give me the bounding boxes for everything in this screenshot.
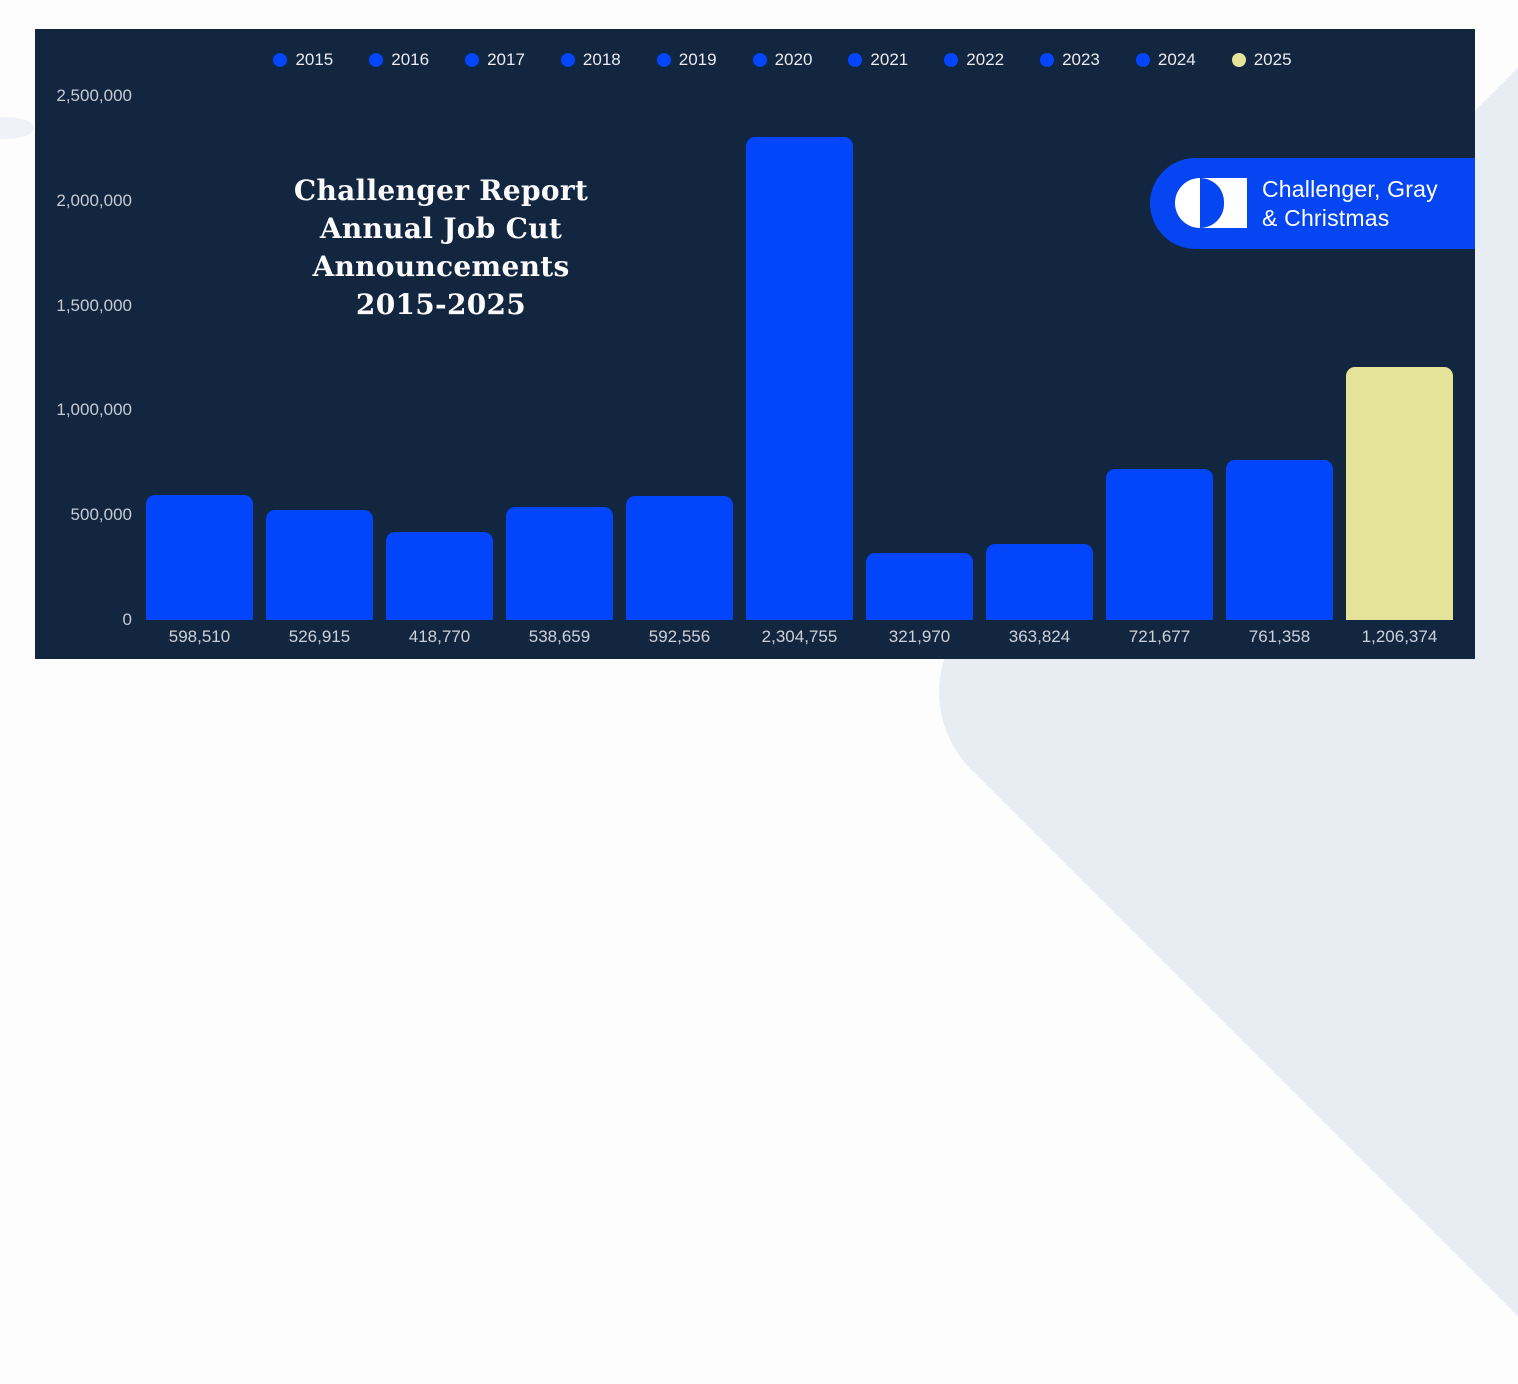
legend-dot-icon xyxy=(752,53,767,67)
legend-label: 2016 xyxy=(391,50,430,69)
legend-item-2025[interactable]: 2025 xyxy=(1231,50,1292,70)
legend-dot-icon xyxy=(560,53,575,67)
legend-label: 2024 xyxy=(1157,50,1196,69)
y-tick-label: 0 xyxy=(122,610,132,629)
chart-title-line: Annual Job Cut xyxy=(319,212,563,245)
bar-2018[interactable] xyxy=(506,507,613,620)
legend-item-2016[interactable]: 2016 xyxy=(369,50,429,70)
bar-2016[interactable] xyxy=(266,510,373,620)
y-tick-label: 2,000,000 xyxy=(56,190,132,210)
legend-item-2023[interactable]: 2023 xyxy=(1040,50,1100,70)
legend-dot-icon xyxy=(1040,53,1055,67)
legend-dot-icon xyxy=(369,53,384,67)
legend-dot-icon xyxy=(273,53,288,67)
chart-title-line: 2015-2025 xyxy=(355,288,527,321)
bar-2023[interactable] xyxy=(1106,469,1213,620)
legend-item-2018[interactable]: 2018 xyxy=(560,50,621,70)
legend-label: 2019 xyxy=(678,50,717,69)
chart-legend: 2015 2016 2017 2018 2019 2020 2021 2022 2023 2024… xyxy=(35,50,1475,70)
bar-2019[interactable] xyxy=(626,496,733,620)
legend-dot-icon xyxy=(848,53,863,67)
bar-value-label-2019: 592,556 xyxy=(648,627,711,646)
bar-value-label-2023: 721,677 xyxy=(1128,627,1191,646)
legend-dot-icon xyxy=(465,53,480,67)
bar-value-label-2021: 321,970 xyxy=(888,627,951,646)
y-tick-label: 1,000,000 xyxy=(56,400,132,420)
legend-item-2021[interactable]: 2021 xyxy=(848,50,908,70)
chart-title-line: Challenger Report xyxy=(293,174,589,207)
logo-mark-icon xyxy=(1175,178,1247,228)
background-decor-patch xyxy=(0,117,34,139)
legend-label: 2025 xyxy=(1253,50,1292,69)
legend-label: 2020 xyxy=(774,50,813,69)
logo-halfdisc-shape xyxy=(1175,178,1200,228)
bar-2020[interactable] xyxy=(746,137,853,620)
legend-label: 2022 xyxy=(966,50,1005,69)
bar-value-label-2017: 418,770 xyxy=(408,627,471,646)
legend-dot-icon xyxy=(944,53,959,67)
bar-value-label-2024: 761,358 xyxy=(1248,627,1311,646)
legend-label: 2015 xyxy=(295,50,334,69)
logo-bluedisc-shape xyxy=(1200,178,1224,228)
legend-label: 2021 xyxy=(870,50,909,69)
legend-label: 2017 xyxy=(487,50,525,69)
logo-text: Challenger, Gray & Christmas xyxy=(1262,175,1438,233)
bar-value-label-2020: 2,304,755 xyxy=(761,627,838,646)
legend-dot-icon xyxy=(1135,53,1150,67)
bar-value-label-2016: 526,915 xyxy=(288,627,351,646)
bar-2017[interactable] xyxy=(386,532,493,620)
bar-value-label-2018: 538,659 xyxy=(528,627,591,646)
y-tick-label: 1,500,000 xyxy=(56,295,132,315)
bar-2025[interactable] xyxy=(1346,367,1453,620)
logo-square-shape xyxy=(1200,178,1247,228)
legend-item-2015[interactable]: 2015 xyxy=(273,50,333,70)
logo-text-line2: & Christmas xyxy=(1262,204,1390,231)
legend-item-2019[interactable]: 2019 xyxy=(656,50,717,70)
legend-item-2024[interactable]: 2024 xyxy=(1135,50,1196,70)
chart-title: Challenger Report Annual Job Cut Announcem… xyxy=(205,172,677,324)
bar-2022[interactable] xyxy=(986,544,1093,620)
legend-label: 2018 xyxy=(582,50,621,69)
legend-item-2022[interactable]: 2022 xyxy=(944,50,1004,70)
bar-2015[interactable] xyxy=(146,495,253,620)
chart-panel: 2015 2016 2017 2018 2019 2020 2021 2022 2023 2024… xyxy=(35,29,1475,659)
bar-value-label-2015: 598,510 xyxy=(168,627,231,646)
legend-item-2017[interactable]: 2017 xyxy=(465,50,525,70)
bar-value-label-2022: 363,824 xyxy=(1008,627,1071,646)
company-logo[interactable]: Challenger, Gray & Christmas xyxy=(1150,158,1475,249)
logo-text-line1: Challenger, Gray xyxy=(1262,175,1438,202)
y-tick-label: 2,500,000 xyxy=(56,86,132,105)
bar-value-label-2025: 1,206,374 xyxy=(1361,627,1438,646)
legend-label: 2023 xyxy=(1062,50,1100,69)
legend-item-2020[interactable]: 2020 xyxy=(752,50,813,70)
legend-dot-icon xyxy=(656,53,671,67)
legend-dot-icon xyxy=(1231,53,1246,67)
chart-title-line: Announcements xyxy=(312,250,570,283)
y-tick-label: 500,000 xyxy=(70,505,132,525)
bar-2021[interactable] xyxy=(866,553,973,620)
bar-2024[interactable] xyxy=(1226,460,1333,620)
